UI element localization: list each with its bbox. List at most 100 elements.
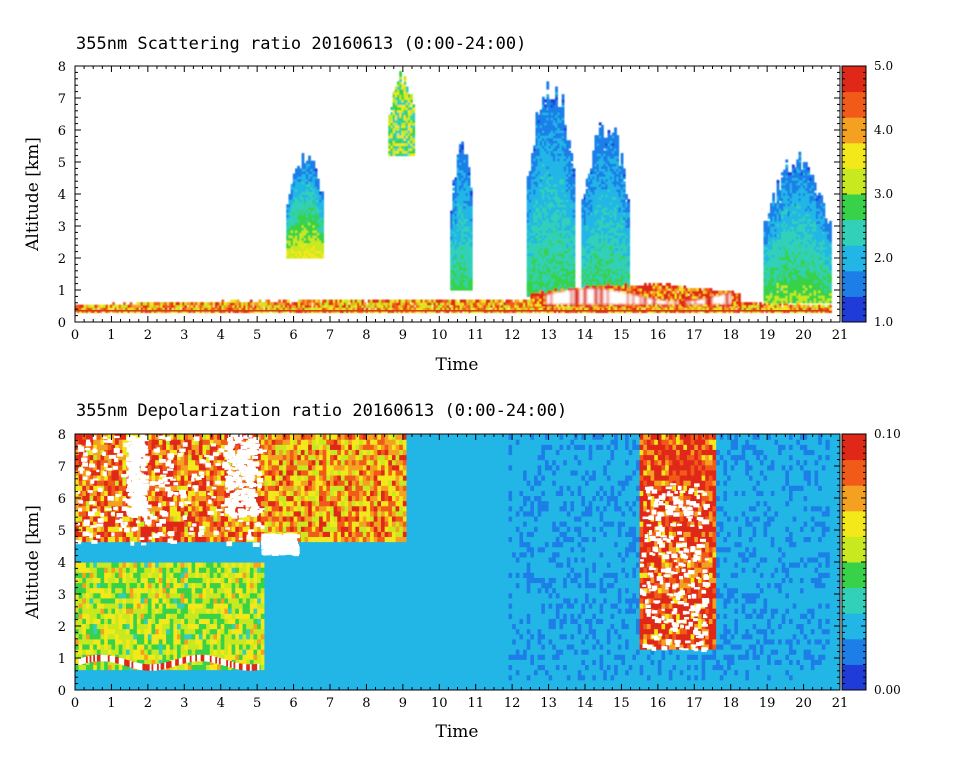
depolarization-x-tick-label: 1 [107, 696, 115, 711]
scattering-y-tick-label: 0 [58, 316, 66, 331]
depolarization-y-tick-label: 2 [58, 620, 66, 635]
depolarization-x-tick-label: 5 [253, 696, 261, 711]
saturated-speckles [75, 434, 711, 653]
depolarization-axes: 0 1 2 3 4 5 6 7 8 9 10 11 12 13 14 15 16 17 18 19 20 21012345… [58, 428, 849, 711]
scattering-y-tick-label: 4 [58, 188, 66, 203]
depolarization-x-tick-label: 17 [686, 696, 703, 711]
colorbar-depolarization: 0.00 0.10 [841, 427, 901, 697]
scattering-x-tick-label: 15 [613, 328, 630, 343]
feature-cloud-6h [286, 153, 325, 259]
scattering-color-step [842, 91, 866, 118]
scattering-y-tick-label: 7 [58, 92, 66, 107]
chart-title-scattering: 355nm Scattering ratio 20160613 (0:00-24… [76, 34, 526, 54]
y-axis-label-scattering: Altitude [km] [23, 137, 43, 252]
depolarization-x-tick-label: 8 [362, 696, 370, 711]
low-altitude-layer [78, 654, 260, 671]
depolarization-x-tick-label: 20 [795, 696, 812, 711]
depolarization-color-step [842, 587, 866, 614]
scattering-x-tick-label: 0 [71, 328, 79, 343]
depolarization-y-tick-label: 0 [58, 684, 66, 699]
scattering-x-tick-label: 13 [540, 328, 557, 343]
feature-cloud-10h [450, 141, 473, 291]
scattering-x-tick-label: 16 [650, 328, 667, 343]
depolarization-y-tick-label: 1 [58, 652, 66, 667]
scattering-x-tick-label: 4 [217, 328, 225, 343]
scattering-x-tick-label: 21 [832, 328, 849, 343]
scattering-color-step [842, 270, 866, 297]
feature-cloud-12-13h [526, 81, 576, 297]
scattering-x-tick-label: 6 [289, 328, 297, 343]
depolarization-x-tick-label: 2 [144, 696, 152, 711]
depolarization-colorbar-label: 0.00 [874, 683, 901, 697]
scattering-color-step [842, 66, 866, 93]
scattering-heatmap [75, 66, 840, 322]
feature-cloud-14h [581, 122, 631, 297]
depolarization-x-tick-label: 4 [217, 696, 225, 711]
depolarization-y-tick-label: 3 [58, 588, 66, 603]
scattering-x-tick-label: 8 [362, 328, 370, 343]
depolarization-x-tick-label: 6 [289, 696, 297, 711]
scattering-y-tick-label: 8 [58, 60, 66, 75]
saturated-core [544, 288, 732, 305]
scattering-x-tick-label: 9 [399, 328, 407, 343]
depolarization-x-tick-label: 11 [467, 696, 484, 711]
depolarization-x-tick-label: 7 [326, 696, 334, 711]
scattering-x-tick-label: 14 [577, 328, 594, 343]
scattering-y-tick-label: 2 [58, 252, 66, 267]
depolarization-x-tick-label: 14 [577, 696, 594, 711]
scattering-colorbar-label: 4.0 [874, 123, 893, 137]
scattering-x-tick-label: 3 [180, 328, 188, 343]
scattering-color-step [842, 168, 866, 195]
scattering-x-tick-label: 18 [722, 328, 739, 343]
depolarization-x-tick-label: 9 [399, 696, 407, 711]
scattering-color-step [842, 296, 866, 323]
depolarization-color-step [842, 536, 866, 563]
depolarization-color-step [842, 562, 866, 589]
depolarization-colorbar-label: 0.10 [874, 427, 901, 441]
depolarization-y-tick-label: 5 [58, 524, 66, 539]
scattering-x-tick-label: 19 [759, 328, 776, 343]
scattering-color-step [842, 142, 866, 169]
depolarization-x-tick-label: 0 [71, 696, 79, 711]
depolarization-x-tick-label: 10 [431, 696, 448, 711]
depolarization-color-step [842, 664, 866, 691]
scattering-colorbar-label: 3.0 [874, 187, 893, 201]
scattering-y-tick-label: 3 [58, 220, 66, 235]
depolarization-x-tick-label: 19 [759, 696, 776, 711]
depolarization-y-tick-label: 8 [58, 428, 66, 443]
scattering-x-tick-label: 1 [107, 328, 115, 343]
depolarization-x-tick-label: 13 [540, 696, 557, 711]
scattering-x-tick-label: 17 [686, 328, 703, 343]
depolarization-color-step [842, 510, 866, 537]
scattering-colorbar-label: 5.0 [874, 59, 893, 73]
scattering-colorbar-label: 1.0 [874, 315, 893, 329]
depolarization-x-tick-label: 3 [180, 696, 188, 711]
scattering-y-tick-label: 5 [58, 156, 66, 171]
feature-cloud-20h [763, 151, 832, 304]
scattering-color-step [842, 194, 866, 221]
depolarization-heatmap [75, 434, 840, 690]
depolarization-color-step [842, 434, 866, 461]
depolarization-y-tick-label: 4 [58, 556, 66, 571]
depolarization-x-tick-label: 18 [722, 696, 739, 711]
depolarization-x-tick-label: 12 [504, 696, 521, 711]
colorbar-scattering: 1.0 2.0 3.0 4.0 5.0 [841, 59, 893, 329]
depolarization-x-tick-label: 16 [650, 696, 667, 711]
x-axis-label-scattering: Time [436, 355, 479, 375]
depolarization-y-tick-label: 6 [58, 492, 66, 507]
depolarization-color-step [842, 459, 866, 486]
scattering-color-step [842, 219, 866, 246]
scattering-y-tick-label: 1 [58, 284, 66, 299]
depolarization-y-tick-label: 7 [58, 460, 66, 475]
feature-cloud-9h [388, 71, 416, 157]
depol-field [75, 434, 830, 690]
scattering-x-tick-label: 5 [253, 328, 261, 343]
scattering-y-tick-label: 6 [58, 124, 66, 139]
depolarization-x-tick-label: 15 [613, 696, 630, 711]
scattering-colorbar-label: 2.0 [874, 251, 893, 265]
x-axis-label-depolarization: Time [436, 722, 479, 742]
scattering-x-tick-label: 7 [326, 328, 334, 343]
scattering-x-tick-label: 12 [504, 328, 521, 343]
scattering-x-tick-label: 20 [795, 328, 812, 343]
